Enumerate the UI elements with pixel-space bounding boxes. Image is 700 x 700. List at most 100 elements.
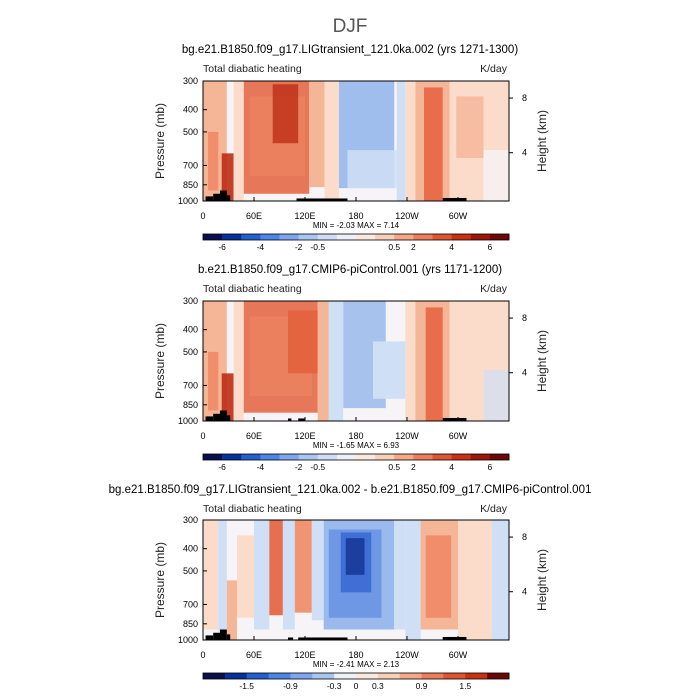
- colorbar: -1.5 -0.9 -0.3 0 0.3 0.9 1.5: [202, 672, 510, 691]
- colorbar-frame: [202, 453, 510, 461]
- colorbar-swatch: [432, 234, 452, 240]
- colorbar-swatch: [356, 454, 376, 460]
- colorbar-swatch: [268, 673, 291, 679]
- colorbar-swatch: [489, 234, 510, 240]
- field-patch: [345, 538, 365, 575]
- panel-2: b.e21.B1850.f09_g17.CMIP6-piControl.001 …: [153, 264, 549, 472]
- colorbar-swatch: [394, 454, 414, 460]
- x-tick-label: 60E: [246, 431, 262, 441]
- terrain-block: [205, 416, 214, 421]
- colorbar-label: 1.5: [459, 681, 471, 691]
- colorbar-label: -4: [257, 462, 265, 472]
- right-axis-label: Height (km): [535, 549, 549, 611]
- right-tick-label: 8: [522, 93, 527, 103]
- colorbar-label: -0.9: [283, 681, 298, 691]
- colorbar-label: -0.5: [310, 462, 325, 472]
- colorbar-swatch: [377, 673, 401, 679]
- colorbar: -6 -4 -2 -0.5 0.5 2 4 6: [202, 453, 510, 472]
- field-patch: [203, 520, 219, 630]
- field-patch: [324, 81, 339, 201]
- colorbar-swatch: [260, 454, 280, 460]
- colorbar-label: -0.3: [327, 681, 342, 691]
- y-tick-label: 300: [183, 296, 198, 306]
- colorbar-label: -6: [218, 242, 226, 252]
- colorbar-swatch: [394, 234, 414, 240]
- panel-units: K/day: [480, 63, 508, 75]
- colorbar-swatch: [356, 234, 376, 240]
- field-patch: [458, 520, 492, 640]
- colorbar-swatch: [470, 454, 491, 460]
- field-patch: [396, 81, 406, 201]
- x-tick-label: 0: [200, 211, 205, 221]
- colorbar-swatch: [260, 234, 280, 240]
- colorbar-frame: [202, 672, 510, 680]
- field-patch: [343, 408, 406, 421]
- field-patch: [309, 81, 325, 188]
- x-tick-label: 120W: [395, 431, 419, 441]
- terrain-block: [205, 196, 214, 201]
- colorbar-swatch: [203, 673, 226, 679]
- terrain-block: [298, 198, 348, 201]
- x-tick-label: 120W: [395, 211, 419, 221]
- y-tick-label: 1000: [178, 196, 198, 206]
- field-patch: [394, 520, 406, 630]
- panel-3: bg.e21.B1850.f09_g17.LIGtransient_121.0k…: [109, 484, 592, 691]
- colorbar: -6 -4 -2 -0.5 0.5 2 4 6: [202, 233, 510, 252]
- min-max-stats: MIN = -2.41 MAX = 2.13: [313, 660, 400, 669]
- field-patch: [226, 580, 237, 640]
- y-tick-label: 400: [183, 544, 198, 554]
- panel-title: bg.e21.B1850.f09_g17.LIGtransient_121.0k…: [182, 44, 518, 56]
- field-patch: [317, 301, 329, 421]
- right-tick-label: 4: [522, 368, 527, 378]
- right-axis-label: Height (km): [535, 330, 549, 392]
- colorbar-frame: [202, 233, 510, 241]
- colorbar-label: 2: [411, 462, 416, 472]
- y-tick-label: 500: [183, 127, 198, 137]
- terrain-block: [213, 413, 220, 421]
- colorbar-swatch: [312, 673, 335, 679]
- terrain-block: [298, 418, 305, 421]
- y-axis-label: Pressure (mb): [153, 103, 167, 179]
- x-tick-label: 180: [348, 211, 363, 221]
- y-axis-label: Pressure (mb): [153, 323, 167, 399]
- field-patch: [492, 520, 509, 640]
- field-patch: [405, 81, 416, 201]
- terrain-block: [205, 635, 214, 640]
- x-tick-label: 60W: [449, 650, 468, 660]
- field-patch: [483, 370, 509, 421]
- y-tick-label: 850: [183, 619, 198, 629]
- colorbar-swatch: [465, 673, 488, 679]
- x-tick-label: 120W: [395, 650, 419, 660]
- colorbar-swatch: [487, 673, 510, 679]
- colorbar-swatch: [241, 454, 261, 460]
- y-tick-label: 1000: [178, 635, 198, 645]
- colorbar-swatch: [489, 454, 510, 460]
- field-patch: [328, 301, 344, 421]
- right-axis-label: Height (km): [535, 110, 549, 172]
- right-tick-label: 4: [522, 148, 527, 158]
- figure-title: DJF: [333, 16, 368, 37]
- colorbar-label: -0.5: [310, 242, 325, 252]
- terrain-block: [288, 637, 294, 640]
- colorbar-swatch: [336, 454, 357, 460]
- field-layer: [203, 81, 509, 201]
- colorbar-label: 0: [354, 681, 359, 691]
- colorbar-swatch: [399, 673, 422, 679]
- field-patch: [405, 520, 421, 640]
- colorbar-swatch: [470, 234, 491, 240]
- field-patch: [272, 84, 299, 144]
- terrain-block: [298, 637, 348, 640]
- terrain-block: [220, 190, 227, 201]
- terrain-block: [213, 193, 220, 201]
- colorbar-swatch: [336, 234, 357, 240]
- x-tick-label: 120E: [294, 431, 315, 441]
- colorbar-swatch: [279, 454, 299, 460]
- colorbar-swatch: [413, 454, 433, 460]
- field-patch: [288, 310, 318, 374]
- colorbar-label: 6: [488, 462, 493, 472]
- terrain-block: [220, 629, 227, 640]
- field-patch: [339, 188, 397, 201]
- y-tick-label: 700: [183, 599, 198, 609]
- terrain-block: [226, 415, 231, 421]
- panel-subtitle: Total diabatic heating: [203, 63, 302, 75]
